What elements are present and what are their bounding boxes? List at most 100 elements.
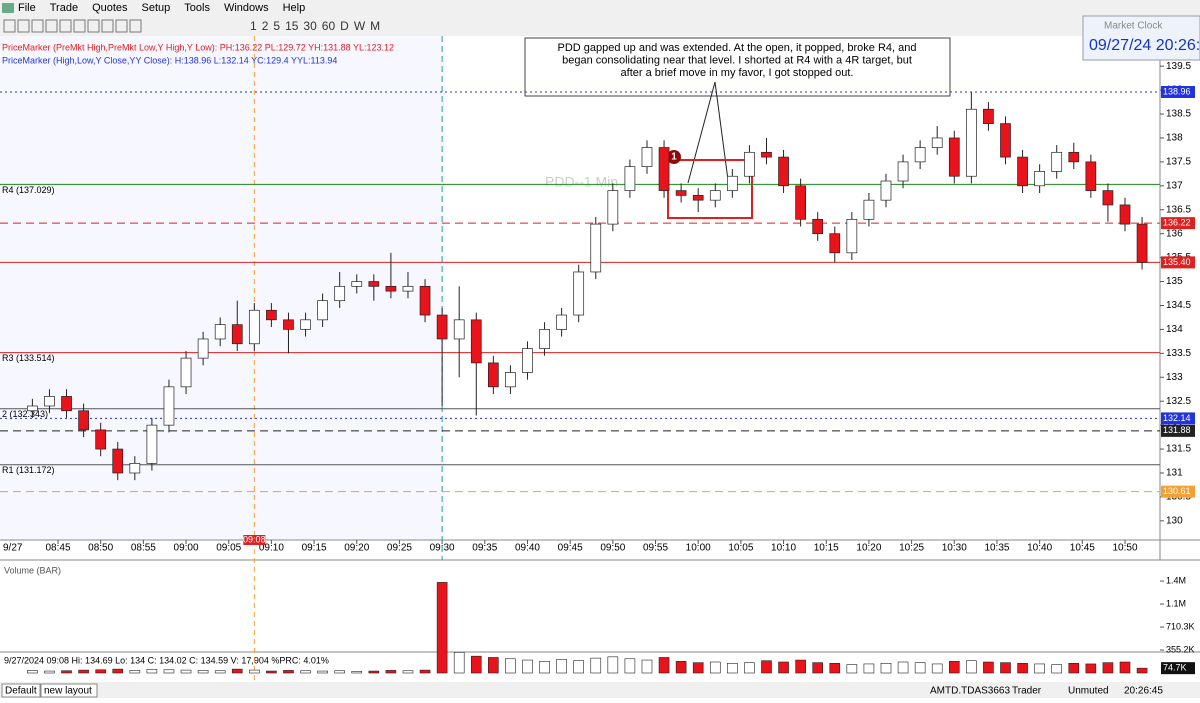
volume-bar <box>641 659 653 674</box>
volume-bar <box>709 661 721 674</box>
volume-bar <box>27 670 38 674</box>
toolbar-icon[interactable] <box>31 19 44 33</box>
candle-body <box>505 372 516 388</box>
annotation-box <box>524 37 951 97</box>
toolbar-icon[interactable] <box>45 19 58 33</box>
pivot-label: 2 (132.343) <box>2 409 48 419</box>
candle-body <box>1068 151 1080 163</box>
volume-bar <box>914 662 926 674</box>
candle-body <box>78 410 89 431</box>
interval-button[interactable]: D <box>340 19 349 33</box>
toolbar-icon[interactable] <box>73 19 86 33</box>
x-tick-label: 10:50 <box>1112 543 1137 554</box>
interval-button[interactable]: 60 <box>322 19 336 33</box>
price-tag-label: 130.61 <box>1163 486 1191 496</box>
volume-bar <box>692 662 704 674</box>
volume-bar <box>983 661 994 674</box>
toolbar-icon[interactable] <box>59 19 72 33</box>
toolbar-icon[interactable] <box>101 19 114 33</box>
volume-bar <box>1000 662 1011 674</box>
volume-bar <box>897 661 909 674</box>
volume-bar <box>436 582 448 674</box>
x-tick-label: 08:50 <box>88 543 113 554</box>
volume-bar <box>812 662 824 674</box>
pivot-label: R1 (131.172) <box>2 465 55 475</box>
menu-item[interactable]: Windows <box>224 2 269 14</box>
price-tag-label: 138.96 <box>1163 86 1191 96</box>
menu-item[interactable]: Setup <box>142 2 171 14</box>
volume-bar <box>146 669 158 674</box>
candle-body <box>112 448 124 474</box>
toolbar-icon[interactable] <box>87 19 100 33</box>
price-tag <box>1161 217 1195 230</box>
volume-bar <box>300 670 311 674</box>
toolbar-icon[interactable] <box>3 19 16 33</box>
interval-button[interactable]: 2 <box>262 19 269 33</box>
x-tick-label: 10:10 <box>771 543 796 554</box>
volume-bar <box>163 669 175 674</box>
interval-button[interactable]: M <box>370 19 380 33</box>
volume-bar <box>61 670 72 674</box>
candle-body <box>966 108 977 177</box>
candle-body <box>27 405 38 412</box>
y-tick-label: 139.5 <box>1166 61 1191 72</box>
y-tick-label: 133 <box>1166 372 1183 383</box>
toolbar-icon[interactable] <box>129 19 142 33</box>
volume-bar <box>402 670 414 674</box>
x-tick-label: 10:20 <box>856 543 881 554</box>
candle-body <box>658 147 670 191</box>
y-tick-label: 133.5 <box>1166 348 1191 359</box>
candle-body <box>1119 204 1131 225</box>
menu-item[interactable]: File <box>18 2 36 14</box>
price-tag <box>1161 256 1195 269</box>
volume-title: Volume (BAR) <box>4 565 61 575</box>
menu-item[interactable]: Quotes <box>92 2 128 14</box>
menu-item[interactable]: Tools <box>184 2 210 14</box>
candle-body <box>351 281 363 287</box>
tab[interactable] <box>1 683 41 698</box>
interval-button[interactable]: 5 <box>273 19 280 33</box>
tab-label[interactable]: new layout <box>44 686 92 697</box>
volume-bar <box>624 658 636 674</box>
x-tick-label: 08:55 <box>131 543 156 554</box>
status-account: AMTD.TDAS3663 <box>930 686 1010 697</box>
volume-bar <box>78 669 89 674</box>
interval-button[interactable]: 30 <box>303 19 317 33</box>
volume-bar <box>829 662 841 674</box>
volume-bar <box>231 668 243 674</box>
volume-bar <box>948 661 960 674</box>
cursor-tag-label: 09:08 <box>243 534 266 544</box>
volume-bar <box>266 670 277 674</box>
volume-bar <box>1051 664 1063 674</box>
candle-body <box>402 285 414 292</box>
volume-bar <box>368 670 380 674</box>
toolbar-icon[interactable] <box>17 19 30 33</box>
tab-label[interactable]: Default <box>5 686 37 697</box>
interval-button[interactable]: 1 <box>250 19 257 33</box>
candle-body <box>436 314 448 340</box>
menu-item[interactable]: Help <box>283 2 306 14</box>
tab[interactable] <box>40 683 98 698</box>
volume-bar <box>1034 663 1045 674</box>
price-tag-label: 132.14 <box>1163 413 1191 423</box>
candle-body <box>487 362 499 388</box>
top-bars <box>0 0 1200 36</box>
candle-body <box>846 218 858 254</box>
candle-body <box>1034 171 1045 187</box>
price-tag <box>1161 485 1195 498</box>
menu-item[interactable]: Trade <box>50 2 78 14</box>
x-tick-label: 09:35 <box>472 543 497 554</box>
interval-button[interactable]: W <box>354 19 366 33</box>
toolbar-icon[interactable] <box>115 19 128 33</box>
volume-bar <box>539 661 550 674</box>
volume-bar <box>778 661 789 674</box>
y-tick-label: 135 <box>1166 276 1183 287</box>
candle-body <box>266 309 277 321</box>
volume-bar <box>1102 662 1114 674</box>
volume-bar <box>658 657 670 674</box>
volume-tag <box>1161 662 1195 675</box>
candle-body <box>419 285 431 316</box>
candle-body <box>453 319 465 340</box>
interval-button[interactable]: 15 <box>285 19 299 33</box>
